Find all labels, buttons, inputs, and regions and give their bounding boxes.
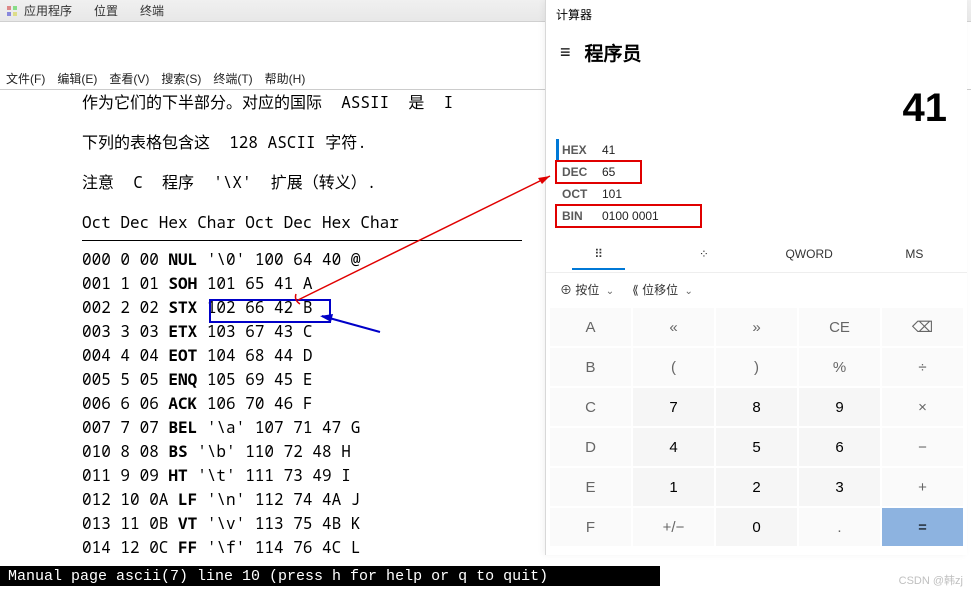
key-sym[interactable]: + — [882, 468, 963, 506]
key-sym[interactable]: ÷ — [882, 348, 963, 386]
menu-edit[interactable]: 编辑(E) — [57, 70, 97, 87]
base-value: 65 — [602, 165, 615, 179]
key-sym[interactable]: ⌫ — [882, 308, 963, 346]
menu-terminal[interactable]: 终端(T) — [213, 70, 252, 87]
base-label: OCT — [562, 187, 602, 201]
key-0[interactable]: 0 — [716, 508, 797, 546]
ascii-row: 007 7 07 BEL '\a' 107 71 47 G — [82, 415, 545, 439]
menu-help[interactable]: 帮助(H) — [265, 70, 306, 87]
key-6[interactable]: 6 — [799, 428, 880, 466]
ascii-row: 013 11 0B VT '\v' 113 75 4B K — [82, 511, 545, 535]
key-F[interactable]: F — [550, 508, 631, 546]
calc-controls: ⊕ 按位 ⌄ ⟪ 位移位 ⌄ — [546, 273, 967, 304]
calc-tabs: ⠿⁘QWORDMS — [546, 235, 967, 273]
ascii-row: 011 9 09 HT '\t' 111 73 49 I — [82, 463, 545, 487]
key-symsymsym[interactable]: +/− — [633, 508, 714, 546]
key-E[interactable]: E — [550, 468, 631, 506]
key-5[interactable]: 5 — [716, 428, 797, 466]
calc-header: ≡ 程序员 — [546, 27, 967, 86]
key-sym[interactable]: % — [799, 348, 880, 386]
key-D[interactable]: D — [550, 428, 631, 466]
menu-file[interactable]: 文件(F) — [6, 70, 45, 87]
base-row-bin[interactable]: BIN0100 0001 — [556, 205, 701, 227]
key-sym[interactable]: . — [799, 508, 880, 546]
key-3[interactable]: 3 — [799, 468, 880, 506]
ascii-row: 004 4 04 EOT 104 68 44 D — [82, 343, 545, 367]
menu-search[interactable]: 搜索(S) — [161, 70, 201, 87]
ctrl-bitwise[interactable]: ⊕ 按位 ⌄ — [560, 281, 614, 298]
calc-window-title: 计算器 — [546, 0, 967, 27]
key-1[interactable]: 1 — [633, 468, 714, 506]
base-row-dec[interactable]: DEC65 — [556, 161, 641, 183]
ascii-row: 000 0 00 NUL '\0' 100 64 40 @ — [82, 247, 545, 271]
key-sym[interactable]: » — [716, 308, 797, 346]
calc-tab[interactable]: MS — [862, 247, 967, 261]
system-icon — [6, 5, 18, 17]
key-4[interactable]: 4 — [633, 428, 714, 466]
base-row-oct[interactable]: OCT101 — [556, 183, 967, 205]
key-CE[interactable]: CE — [799, 308, 880, 346]
calc-bases: HEX41DEC65OCT101BIN0100 0001 — [546, 139, 967, 227]
watermark: CSDN @韩zj — [899, 572, 963, 588]
topbar-item-apps[interactable]: 应用程序 — [24, 2, 72, 19]
ascii-row: 003 3 03 ETX 103 67 43 C — [82, 319, 545, 343]
key-A[interactable]: A — [550, 308, 631, 346]
terminal-text: 注意 C 程序 '\X' 扩展（转义）. — [82, 170, 545, 194]
ascii-row: 006 6 06 ACK 106 70 46 F — [82, 391, 545, 415]
base-label: HEX — [562, 143, 602, 157]
ascii-row: 010 8 08 BS '\b' 110 72 48 H — [82, 439, 545, 463]
ctrl-bitshift[interactable]: ⟪ 位移位 ⌄ — [632, 281, 693, 298]
key-9[interactable]: 9 — [799, 388, 880, 426]
key-8[interactable]: 8 — [716, 388, 797, 426]
ascii-row: 002 2 02 STX 102 66 42 B — [82, 295, 545, 319]
topbar-item-places[interactable]: 位置 — [94, 2, 118, 19]
base-value: 0100 0001 — [602, 209, 659, 223]
key-sym[interactable]: − — [882, 428, 963, 466]
calc-mode-label: 程序员 — [585, 39, 642, 66]
base-label: BIN — [562, 209, 602, 223]
calc-tab[interactable]: ⁘ — [651, 247, 756, 261]
calc-tab[interactable]: ⠿ — [546, 247, 651, 261]
key-sym[interactable]: ( — [633, 348, 714, 386]
terminal-content: 作为它们的下半部分。对应的国际 ASSII 是 I 下列的表格包含这 128 A… — [0, 90, 545, 566]
base-value: 41 — [602, 143, 615, 157]
hamburger-icon[interactable]: ≡ — [560, 42, 571, 63]
key-2[interactable]: 2 — [716, 468, 797, 506]
ascii-row: 005 5 05 ENQ 105 69 45 E — [82, 367, 545, 391]
ascii-row: 001 1 01 SOH 101 65 41 A — [82, 271, 545, 295]
base-row-hex[interactable]: HEX41 — [556, 139, 967, 161]
key-sym[interactable]: « — [633, 308, 714, 346]
key-sym[interactable]: ) — [716, 348, 797, 386]
ascii-row: 012 10 0A LF '\n' 112 74 4A J — [82, 487, 545, 511]
calculator-window: 计算器 ≡ 程序员 41 HEX41DEC65OCT101BIN0100 000… — [545, 0, 967, 555]
key-7[interactable]: 7 — [633, 388, 714, 426]
terminal-text: 作为它们的下半部分。对应的国际 ASSII 是 I — [82, 90, 545, 114]
calc-keypad: A«»CE⌫ B()%÷ C789× D456− E123+ F+/−0.= — [546, 304, 967, 550]
man-status-bar: Manual page ascii(7) line 10 (press h fo… — [0, 566, 660, 586]
ascii-table-header: Oct Dec Hex Char Oct Dec Hex Char — [82, 210, 545, 234]
topbar-item-terminal[interactable]: 终端 — [140, 2, 164, 19]
menu-view[interactable]: 查看(V) — [109, 70, 149, 87]
hr — [82, 240, 522, 241]
key-B[interactable]: B — [550, 348, 631, 386]
key-sym[interactable]: × — [882, 388, 963, 426]
calc-display: 41 — [546, 86, 967, 131]
base-label: DEC — [562, 165, 602, 179]
terminal-text: 下列的表格包含这 128 ASCII 字符. — [82, 130, 545, 154]
key-sym[interactable]: = — [882, 508, 963, 546]
base-value: 101 — [602, 187, 622, 201]
calc-tab[interactable]: QWORD — [757, 247, 862, 261]
ascii-row: 014 12 0C FF '\f' 114 76 4C L — [82, 535, 545, 559]
status-text: Manual page ascii(7) line 10 (press h fo… — [8, 568, 548, 585]
key-C[interactable]: C — [550, 388, 631, 426]
